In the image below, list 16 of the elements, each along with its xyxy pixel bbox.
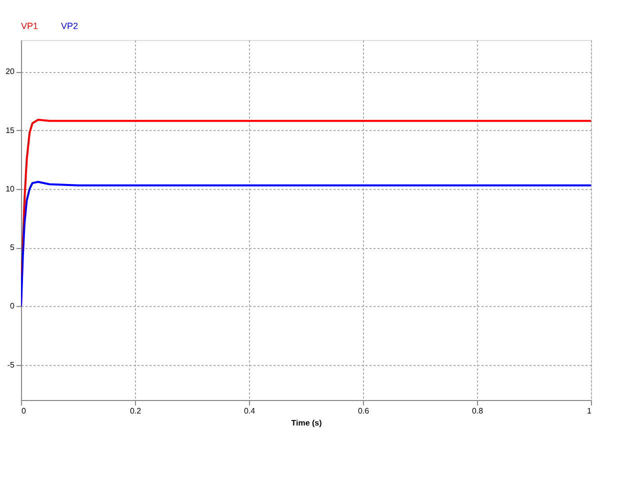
text: VP2 (61, 21, 78, 31)
y-tick-label: 5 (10, 243, 16, 252)
x-tick-label: 0.2 (130, 406, 142, 416)
y-tick-label: 15 (6, 126, 16, 135)
x-tick-label: 0.6 (358, 406, 370, 416)
line-series (21, 180, 591, 308)
x-axis-title: Time (s) (291, 418, 322, 428)
x-tick-label: 0.8 (472, 406, 484, 416)
x-tick-label: 0.4 (244, 406, 256, 416)
x-tick-label: 0 (22, 406, 26, 416)
text: VP1 (21, 21, 38, 31)
y-tick-label: 0 (10, 302, 16, 311)
y-tick-label: 10 (6, 184, 16, 194)
y-tick-label: 20 (6, 67, 16, 76)
x-tick-label: 1 (587, 406, 592, 416)
y-tick-label: -5 (7, 360, 16, 370)
